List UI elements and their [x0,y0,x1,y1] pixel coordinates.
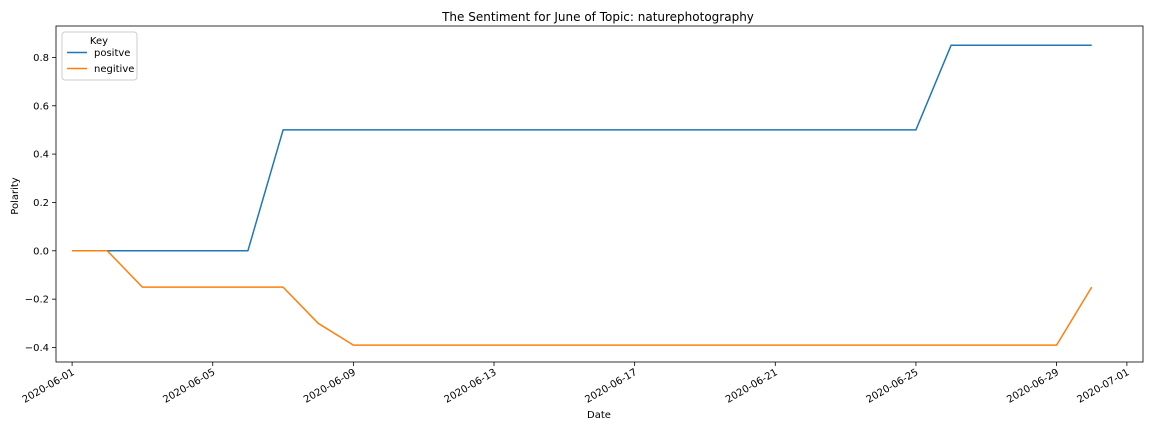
x-tick-label: 2020-06-21 [724,367,780,406]
series-line-positve [72,44,1092,252]
y-tick-label: 0.4 [33,150,49,161]
x-tick-label: 2020-06-13 [443,367,499,406]
x-tick-label: 2020-06-17 [583,367,639,406]
legend-label: positve [94,48,130,59]
y-tick-label: −0.4 [25,343,49,354]
x-tick-label: 2020-06-25 [865,367,921,406]
series-line-negitive [72,250,1093,346]
y-tick-label: 0.2 [33,198,49,209]
y-axis-title: Polarity [10,177,21,215]
legend-title: Key [90,36,108,47]
y-axis: −0.4 −0.2 0.0 0.2 0.4 0.6 0.8 [25,53,56,354]
plot-area [55,25,1144,363]
x-tick-label: 2020-06-29 [1005,367,1061,406]
y-tick-label: 0.6 [33,101,49,112]
y-tick-label: −0.2 [25,295,49,306]
legend: Key positve negitive [61,31,138,81]
x-tick-label: 2020-06-01 [21,367,77,406]
legend-label: negitive [94,64,134,75]
chart-title: The Sentiment for June of Topic: naturep… [441,10,754,24]
y-tick-label: 0.0 [33,246,49,257]
y-tick-label: 0.8 [33,53,49,64]
x-axis: 2020-06-01 2020-06-05 2020-06-09 2020-06-13… [21,362,1132,406]
series-layer [72,44,1093,346]
x-tick-label: 2020-07-01 [1076,367,1132,406]
x-tick-label: 2020-06-05 [161,367,217,406]
x-axis-title: Date [587,410,611,421]
x-tick-label: 2020-06-09 [302,367,358,406]
